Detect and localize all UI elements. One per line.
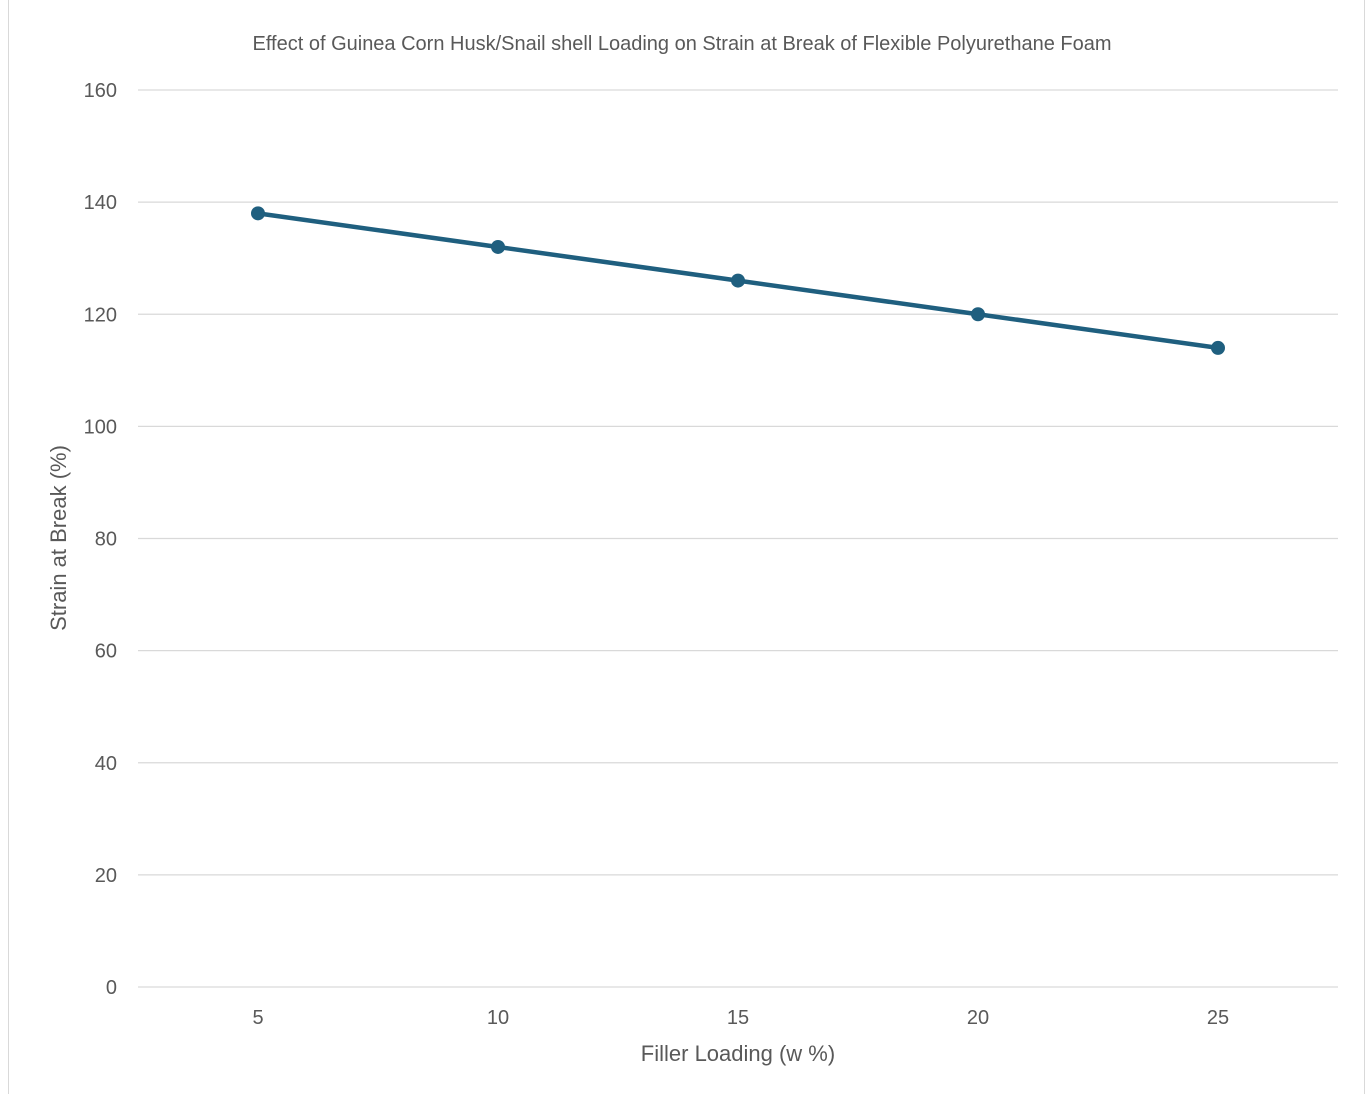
- data-point: [491, 239, 505, 254]
- x-tick-label: 25: [1207, 1007, 1229, 1029]
- y-tick-label: 80: [95, 529, 117, 551]
- y-tick-label: 60: [95, 641, 117, 663]
- x-tick-label: 20: [967, 1007, 989, 1029]
- y-tick-label: 120: [84, 304, 117, 326]
- data-point: [251, 206, 265, 221]
- y-tick-label: 140: [84, 192, 117, 214]
- x-tick-label: 5: [252, 1007, 263, 1029]
- y-tick-label: 100: [84, 416, 117, 438]
- y-axis-title: Strain at Break (%): [46, 445, 71, 631]
- chart-title: Effect of Guinea Corn Husk/Snail shell L…: [253, 33, 1112, 55]
- y-tick-label: 20: [95, 865, 117, 887]
- y-axis-ticks: 0 20 40 60 80 100 120 140 160: [84, 80, 117, 999]
- x-axis-ticks: 5 10 15 20 25: [252, 1007, 1229, 1029]
- data-point: [731, 273, 745, 288]
- chart-frame: [8, 0, 1365, 1094]
- data-point: [971, 307, 985, 322]
- x-tick-label: 15: [727, 1007, 749, 1029]
- gridlines: [138, 89, 1338, 988]
- y-tick-label: 40: [95, 753, 117, 775]
- y-tick-label: 160: [84, 80, 117, 102]
- series-layer: [251, 206, 1225, 355]
- y-tick-label: 0: [106, 977, 117, 999]
- data-point: [1211, 340, 1225, 355]
- x-tick-label: 10: [487, 1007, 509, 1029]
- x-axis-title: Filler Loading (w %): [641, 1041, 835, 1066]
